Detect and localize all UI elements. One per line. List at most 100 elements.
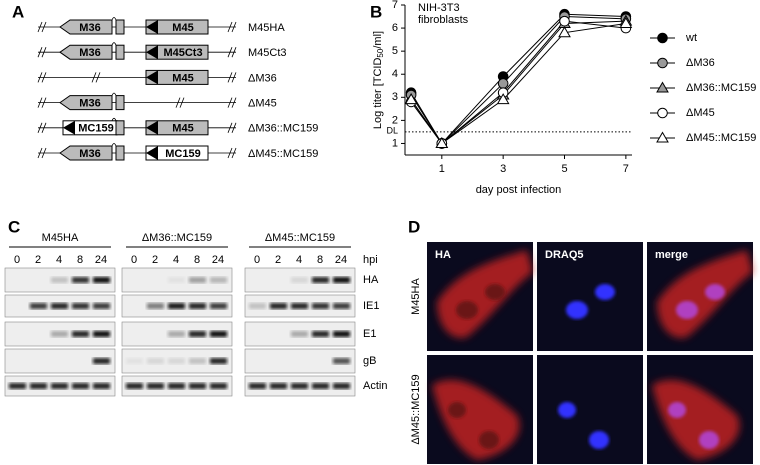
gene-arrow [146,45,158,60]
band [333,303,350,309]
band [270,383,287,389]
exon [115,95,125,111]
lane-label: 2 [35,254,41,266]
band [147,358,164,364]
band [72,303,89,309]
annotation: NIH-3T3 [418,2,460,14]
construct-name: M45HA [248,22,285,34]
gene-label: M36 [79,98,100,110]
band [333,331,350,337]
micrograph [537,242,643,351]
lane-label: 24 [95,254,107,266]
marker [497,78,509,89]
band [210,303,227,309]
exon [115,120,125,136]
marker [656,81,669,93]
gene-label: M45 [172,22,193,34]
gene-label: MC159 [165,148,200,160]
break [227,72,233,83]
row-label: IE1 [363,300,380,312]
band [312,383,329,389]
marker [657,57,668,69]
band [72,331,89,337]
lane-label: 8 [194,254,200,266]
band [168,358,185,364]
band [312,303,329,309]
band [93,358,110,364]
break [41,97,47,108]
marker [656,131,669,143]
nucleus [558,402,576,418]
marker [619,16,633,28]
legend-label: ΔM36::MC159 [686,82,756,94]
nucleus [485,284,505,300]
marker [559,15,570,27]
column-label: DRAQ5 [545,249,584,261]
y-tick-label: 3 [392,91,398,103]
cell [657,250,753,338]
lane-label: 8 [317,254,323,266]
group-label: ΔM36::MC159 [142,232,212,244]
nucleus [566,301,588,319]
y-tick-label: 2 [392,114,398,126]
marker [404,93,418,105]
band [189,383,206,389]
band [249,383,266,389]
row-label: HA [363,274,379,286]
band [126,383,143,389]
gene-arrow [63,120,75,135]
row-label: Actin [363,380,387,392]
nucleus [595,284,615,300]
y-tick-label: 1 [392,137,398,149]
band [210,358,227,364]
x-axis-label: day post infection [476,184,562,196]
band [333,277,350,283]
junction [111,17,117,21]
legend-label: wt [685,32,697,44]
band [51,331,68,337]
band [93,277,110,283]
gene-label: M36 [79,22,100,34]
panel-label: A [12,2,24,21]
row-label: M45HA [410,278,422,315]
gene-arrow [146,146,158,160]
band [72,277,89,283]
lane-label: 4 [173,254,179,266]
lane-label: 4 [296,254,302,266]
band [333,383,350,389]
gene [59,19,113,35]
break [37,97,43,108]
gene [59,145,113,161]
cell [566,284,615,319]
x-tick-label: 7 [623,163,629,175]
lane-label: 2 [152,254,158,266]
break [227,97,233,108]
gene-label: M45 [172,123,193,135]
band [189,331,206,337]
band [9,383,26,389]
gene-label: M45Ct3 [163,47,202,59]
band [189,277,206,283]
marker [558,26,571,38]
marker [496,93,510,105]
y-tick-label: 6 [392,22,398,34]
gene-arrow [146,20,158,34]
series-line [410,16,626,145]
band [291,303,308,309]
band [30,303,47,309]
lane-label: 8 [77,254,83,266]
junction [111,143,117,147]
legend-label: ΔM36 [686,57,715,69]
nucleus [705,284,725,300]
band [210,277,227,283]
annotation: fibroblasts [418,14,469,26]
band [93,331,110,337]
gene-label: M45 [172,72,193,84]
nucleus [589,431,609,449]
construct-name: ΔM45 [248,98,277,110]
break [37,147,43,159]
cell [437,250,533,338]
band [51,303,68,309]
marker [657,32,668,44]
